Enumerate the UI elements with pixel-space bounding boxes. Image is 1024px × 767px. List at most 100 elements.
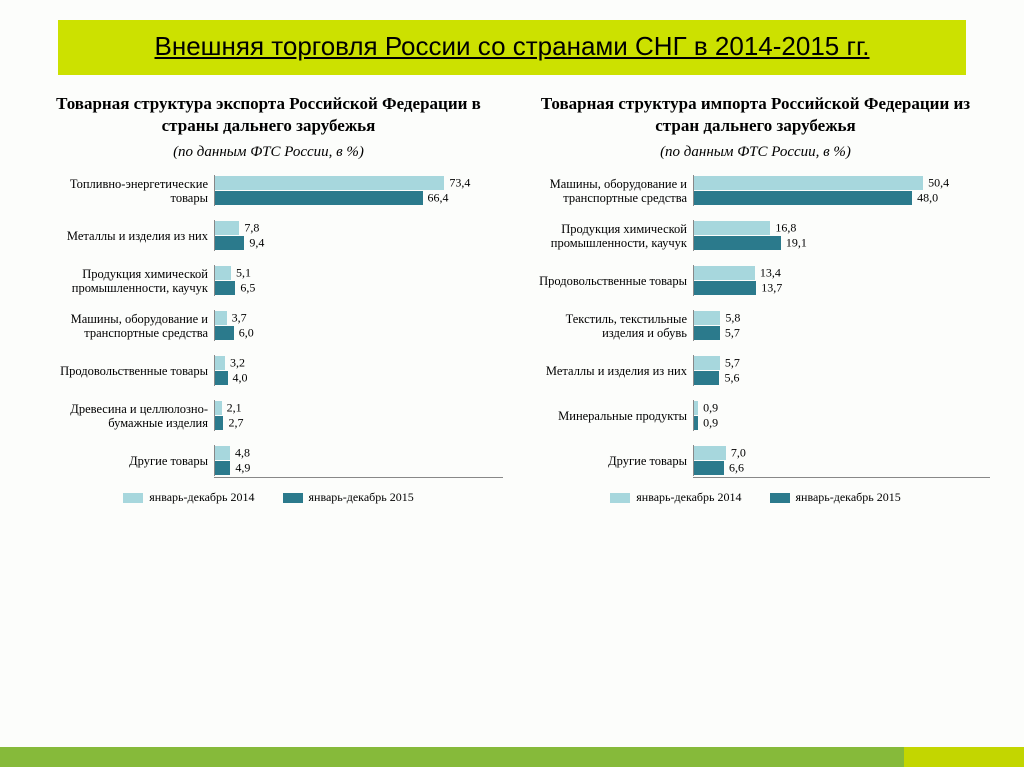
bar: 6,6 (694, 461, 724, 475)
category-label: Другие товары (521, 454, 693, 468)
bar: 0,9 (694, 416, 698, 430)
bar-value-label: 13,7 (756, 281, 782, 296)
bar-column: 3,24,0 (214, 355, 503, 386)
bar-value-label: 0,9 (698, 401, 718, 416)
export-chart-panel: Товарная структура экспорта Российской Ф… (34, 93, 503, 506)
bar-column: 2,12,7 (214, 400, 503, 431)
bar: 13,7 (694, 281, 756, 295)
chart-category-row: Металлы и изделия из них5,75,6 (521, 355, 990, 386)
bar: 2,7 (215, 416, 223, 430)
bar-column: 73,466,4 (214, 175, 503, 206)
bar-column: 5,75,6 (693, 355, 990, 386)
bar-column: 16,819,1 (693, 220, 990, 251)
bar-column: 13,413,7 (693, 265, 990, 296)
bar: 66,4 (215, 191, 423, 205)
import-chart-subtitle: (по данным ФТС России, в %) (521, 144, 990, 161)
footer-accent-bar (0, 747, 1024, 767)
category-label: Продукция химической промышленности, кау… (521, 222, 693, 251)
bar: 48,0 (694, 191, 912, 205)
bar-value-label: 4,9 (230, 461, 250, 476)
bar-value-label: 7,8 (239, 221, 259, 236)
legend-item-2014: январь-декабрь 2014 (123, 490, 254, 505)
bar-value-label: 13,4 (755, 266, 781, 281)
category-label: Другие товары (34, 454, 214, 468)
bar: 5,6 (694, 371, 719, 385)
bar-value-label: 9,4 (244, 236, 264, 251)
bar-value-label: 6,0 (234, 326, 254, 341)
chart-category-row: Машины, оборудование и транспортные сред… (34, 310, 503, 341)
bar-value-label: 6,6 (724, 461, 744, 476)
category-label: Древесина и целлюлозно-бумажные изделия (34, 402, 214, 431)
bar-value-label: 48,0 (912, 191, 938, 206)
bar-value-label: 19,1 (781, 236, 807, 251)
bar-column: 7,89,4 (214, 220, 503, 251)
export-legend: январь-декабрь 2014 январь-декабрь 2015 (34, 490, 503, 505)
bar-column: 3,76,0 (214, 310, 503, 341)
chart-category-row: Топливно-энергетические товары73,466,4 (34, 175, 503, 206)
chart-category-row: Древесина и целлюлозно-бумажные изделия2… (34, 400, 503, 431)
bar-value-label: 66,4 (423, 191, 449, 206)
bar: 7,0 (694, 446, 726, 460)
bar-value-label: 16,8 (770, 221, 796, 236)
export-chart-title: Товарная структура экспорта Российской Ф… (34, 93, 503, 139)
bar: 13,4 (694, 266, 755, 280)
bar-value-label: 0,9 (698, 416, 718, 431)
legend-item-2015: январь-декабрь 2015 (283, 490, 414, 505)
bar: 7,8 (215, 221, 239, 235)
legend-label-2015: январь-декабрь 2015 (796, 490, 901, 505)
footer-segment-1 (0, 747, 904, 767)
bar-value-label: 5,7 (720, 356, 740, 371)
bar-value-label: 5,7 (720, 326, 740, 341)
chart-category-row: Другие товары4,84,9 (34, 445, 503, 476)
slide: Внешняя торговля России со странами СНГ … (0, 0, 1024, 767)
bar-value-label: 73,4 (444, 176, 470, 191)
bar-value-label: 3,7 (227, 311, 247, 326)
bar: 2,1 (215, 401, 222, 415)
legend-label-2015: январь-декабрь 2015 (309, 490, 414, 505)
import-axis (693, 477, 990, 478)
bar: 5,7 (694, 326, 720, 340)
bar: 4,8 (215, 446, 230, 460)
legend-swatch-2014 (610, 493, 630, 503)
bar-value-label: 3,2 (225, 356, 245, 371)
chart-category-row: Продовольственные товары13,413,7 (521, 265, 990, 296)
bar: 4,0 (215, 371, 228, 385)
bar-value-label: 4,8 (230, 446, 250, 461)
bar-value-label: 6,5 (235, 281, 255, 296)
category-label: Металлы и изделия из них (34, 229, 214, 243)
legend-item-2015: январь-декабрь 2015 (770, 490, 901, 505)
bar-column: 5,16,5 (214, 265, 503, 296)
bar-value-label: 7,0 (726, 446, 746, 461)
category-label: Продовольственные товары (521, 274, 693, 288)
bar-column: 5,85,7 (693, 310, 990, 341)
bar-value-label: 50,4 (923, 176, 949, 191)
chart-category-row: Текстиль, текстильные изделия и обувь5,8… (521, 310, 990, 341)
bar-column: 7,06,6 (693, 445, 990, 476)
bar-column: 0,90,9 (693, 400, 990, 431)
category-label: Текстиль, текстильные изделия и обувь (521, 312, 693, 341)
export-chart-subtitle: (по данным ФТС России, в %) (34, 144, 503, 161)
chart-category-row: Продукция химической промышленности, кау… (521, 220, 990, 251)
bar-column: 4,84,9 (214, 445, 503, 476)
chart-category-row: Металлы и изделия из них7,89,4 (34, 220, 503, 251)
bar-value-label: 4,0 (228, 371, 248, 386)
category-label: Машины, оборудование и транспортные сред… (521, 177, 693, 206)
bar-value-label: 2,1 (222, 401, 242, 416)
legend-swatch-2014 (123, 493, 143, 503)
chart-category-row: Продукция химической промышленности, кау… (34, 265, 503, 296)
import-bars-area: Машины, оборудование и транспортные сред… (521, 175, 990, 476)
bar: 6,0 (215, 326, 234, 340)
legend-swatch-2015 (283, 493, 303, 503)
bar: 9,4 (215, 236, 244, 250)
import-chart-title: Товарная структура импорта Российской Фе… (521, 93, 990, 139)
bar: 0,9 (694, 401, 698, 415)
bar: 3,7 (215, 311, 227, 325)
bar-value-label: 2,7 (223, 416, 243, 431)
category-label: Продукция химической промышленности, кау… (34, 267, 214, 296)
bar: 50,4 (694, 176, 923, 190)
footer-segment-2 (904, 747, 1024, 767)
category-label: Машины, оборудование и транспортные сред… (34, 312, 214, 341)
chart-category-row: Минеральные продукты0,90,9 (521, 400, 990, 431)
legend-swatch-2015 (770, 493, 790, 503)
bar: 5,8 (694, 311, 720, 325)
